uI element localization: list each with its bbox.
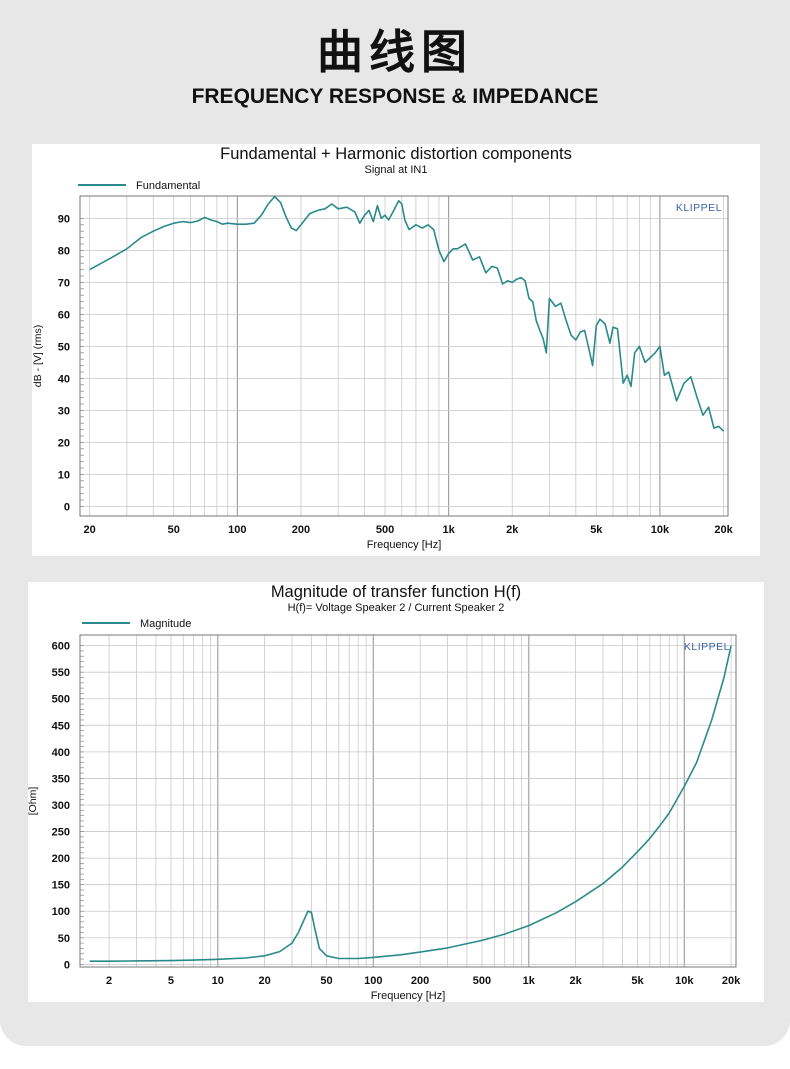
y-tick-label: 250 xyxy=(52,827,70,839)
x-tick-label: 20k xyxy=(714,524,733,536)
x-tick-label: 5k xyxy=(590,524,603,536)
y-tick-label: 60 xyxy=(58,309,70,321)
frequency-response-panel: Fundamental + Harmonic distortion compon… xyxy=(32,144,760,556)
x-tick-label: 1k xyxy=(443,524,456,536)
x-tick-label: 2k xyxy=(506,524,519,536)
x-tick-label: 5k xyxy=(631,975,644,987)
impedance-chart: Magnitude of transfer function H(f)H(f)=… xyxy=(28,583,741,1002)
x-tick-label: 2k xyxy=(569,975,582,987)
series-line xyxy=(89,195,725,432)
x-tick-label: 10k xyxy=(675,975,694,987)
frequency-response-chart: Fundamental + Harmonic distortion compon… xyxy=(32,145,734,551)
x-tick-label: 20 xyxy=(84,524,96,536)
x-tick-label: 2 xyxy=(106,975,112,987)
y-tick-label: 600 xyxy=(52,641,70,653)
impedance-panel: Magnitude of transfer function H(f) H(f)=… xyxy=(28,582,764,1002)
x-tick-label: 200 xyxy=(292,524,310,536)
klippel-logo: KLIPPEL xyxy=(684,641,730,653)
y-tick-label: 80 xyxy=(58,245,70,257)
chart-subtitle: H(f)= Voltage Speaker 2 / Current Speake… xyxy=(288,602,505,614)
x-tick-label: 500 xyxy=(376,524,394,536)
y-tick-label: 400 xyxy=(52,747,70,759)
plot-border xyxy=(79,195,729,517)
legend-label: Fundamental xyxy=(136,180,200,192)
page-title: 曲线图 xyxy=(317,25,473,79)
y-axis-label: dB - [V] (rms) xyxy=(32,325,44,387)
page-subtitle: FREQUENCY RESPONSE & IMPEDANCE xyxy=(191,85,599,108)
x-tick-label: 500 xyxy=(473,975,491,987)
y-tick-label: 0 xyxy=(64,959,70,971)
y-tick-label: 20 xyxy=(58,437,70,449)
x-tick-label: 10 xyxy=(212,975,224,987)
y-tick-label: 450 xyxy=(52,720,70,732)
plot-grid xyxy=(80,635,736,967)
y-tick-label: 30 xyxy=(58,405,70,417)
y-tick-label: 300 xyxy=(52,800,70,812)
y-tick-label: 200 xyxy=(52,853,70,865)
y-axis-label: [Ohm] xyxy=(28,787,39,816)
chart-subtitle: Signal at IN1 xyxy=(365,164,428,176)
klippel-logo: KLIPPEL xyxy=(676,202,722,214)
plot-grid xyxy=(80,196,728,516)
chart-title: Fundamental + Harmonic distortion compon… xyxy=(220,145,572,163)
plot-border xyxy=(79,634,737,968)
series-line xyxy=(89,645,732,962)
y-tick-label: 70 xyxy=(58,277,70,289)
x-tick-label: 5 xyxy=(168,975,174,987)
legend-label: Magnitude xyxy=(140,618,191,630)
y-tick-label: 50 xyxy=(58,341,70,353)
y-tick-label: 500 xyxy=(52,694,70,706)
y-tick-label: 550 xyxy=(52,667,70,679)
x-tick-label: 50 xyxy=(320,975,332,987)
x-tick-label: 50 xyxy=(168,524,180,536)
y-tick-label: 0 xyxy=(64,501,70,513)
page-background: 曲线图 FREQUENCY RESPONSE & IMPEDANCE Funda… xyxy=(0,0,790,1046)
y-tick-label: 350 xyxy=(52,773,70,785)
x-axis-label: Frequency [Hz] xyxy=(371,990,446,1002)
y-tick-label: 150 xyxy=(52,880,70,892)
y-tick-label: 100 xyxy=(52,906,70,918)
x-tick-label: 100 xyxy=(228,524,246,536)
y-tick-label: 40 xyxy=(58,373,70,385)
x-tick-label: 20k xyxy=(722,975,741,987)
y-tick-label: 10 xyxy=(58,469,70,481)
chart-title: Magnitude of transfer function H(f) xyxy=(271,583,521,601)
x-tick-label: 100 xyxy=(364,975,382,987)
x-axis-label: Frequency [Hz] xyxy=(367,539,442,551)
x-tick-label: 200 xyxy=(411,975,429,987)
x-tick-label: 1k xyxy=(523,975,536,987)
y-tick-label: 50 xyxy=(58,933,70,945)
y-tick-label: 90 xyxy=(58,213,70,225)
x-tick-label: 10k xyxy=(651,524,670,536)
x-tick-label: 20 xyxy=(258,975,270,987)
